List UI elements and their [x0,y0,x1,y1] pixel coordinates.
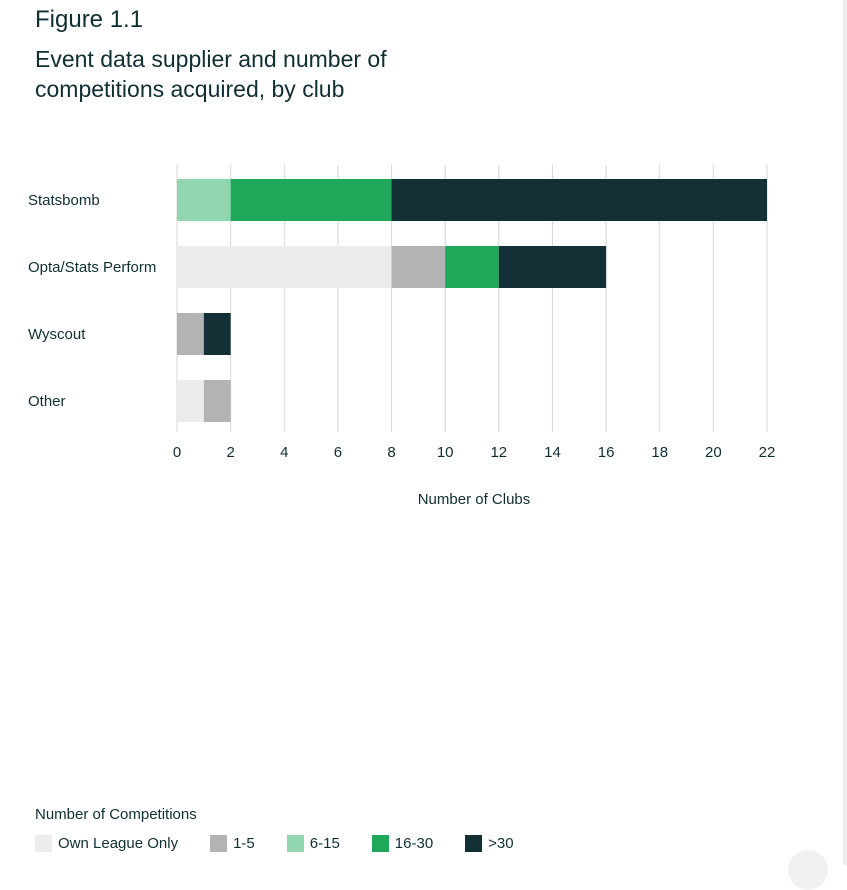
bar-segment [391,246,446,288]
legend-label: 1-5 [233,835,255,852]
legend-label: Own League Only [58,835,179,852]
figure-label: Figure 1.1 [35,6,144,33]
bar-segment [391,179,767,221]
legend-swatch [35,835,52,852]
bar-segment [177,246,392,288]
x-tick-label: 22 [759,444,776,461]
bar-segment [203,313,231,355]
category-label: Statsbomb [28,192,100,209]
legend-item: Own League Only [35,835,178,852]
x-tick-label: 0 [173,444,181,461]
legend-item: >30 [465,835,514,852]
x-tick-label: 8 [387,444,395,461]
x-axis-label: Number of Clubs [418,491,531,508]
legend-item: 16-30 [371,835,434,852]
legend-label: >30 [488,835,514,852]
category-label: Opta/Stats Perform [28,259,156,276]
legend-title: Number of Competitions [35,806,197,823]
bar-segment [177,380,204,422]
x-tick-label: 10 [437,444,454,461]
legend-item: 6-15 [286,835,340,852]
legend-item: 1-5 [210,835,255,852]
bars [177,179,767,422]
x-tick-label: 18 [651,444,668,461]
x-tick-label: 16 [598,444,615,461]
scroll-button[interactable] [788,850,828,890]
legend-swatch [371,835,389,852]
bar-segment [177,179,231,221]
legend: Number of Competitions Own League Only 1-… [35,806,514,852]
x-tick-label: 4 [280,444,288,461]
legend-items: Own League Only 1-5 6-15 16-30 >30 [35,835,514,852]
x-tick-label: 6 [334,444,342,461]
category-label: Wyscout [28,326,86,343]
x-tick-label: 20 [705,444,722,461]
legend-label: 16-30 [394,835,434,852]
x-tick-label: 14 [544,444,561,461]
x-tick-label: 2 [226,444,234,461]
bar-segment [445,246,499,288]
bar-segment [498,246,607,288]
page-edge [843,0,847,865]
legend-swatch [286,835,304,852]
bar-segment [177,313,204,355]
x-tick-label: 12 [490,444,507,461]
chart-title: Event data supplier and number of compet… [35,46,387,102]
bar-segment [230,179,392,221]
category-label: Other [28,393,66,410]
legend-swatch [210,835,228,852]
bar-segment [203,380,231,422]
x-tick-labels: 0 2 4 6 8 10 12 14 16 18 20 22 [173,444,776,461]
category-labels: Statsbomb Opta/Stats Perform Wyscout Other [28,192,156,410]
legend-label: 6-15 [309,835,340,852]
legend-swatch [465,835,483,852]
